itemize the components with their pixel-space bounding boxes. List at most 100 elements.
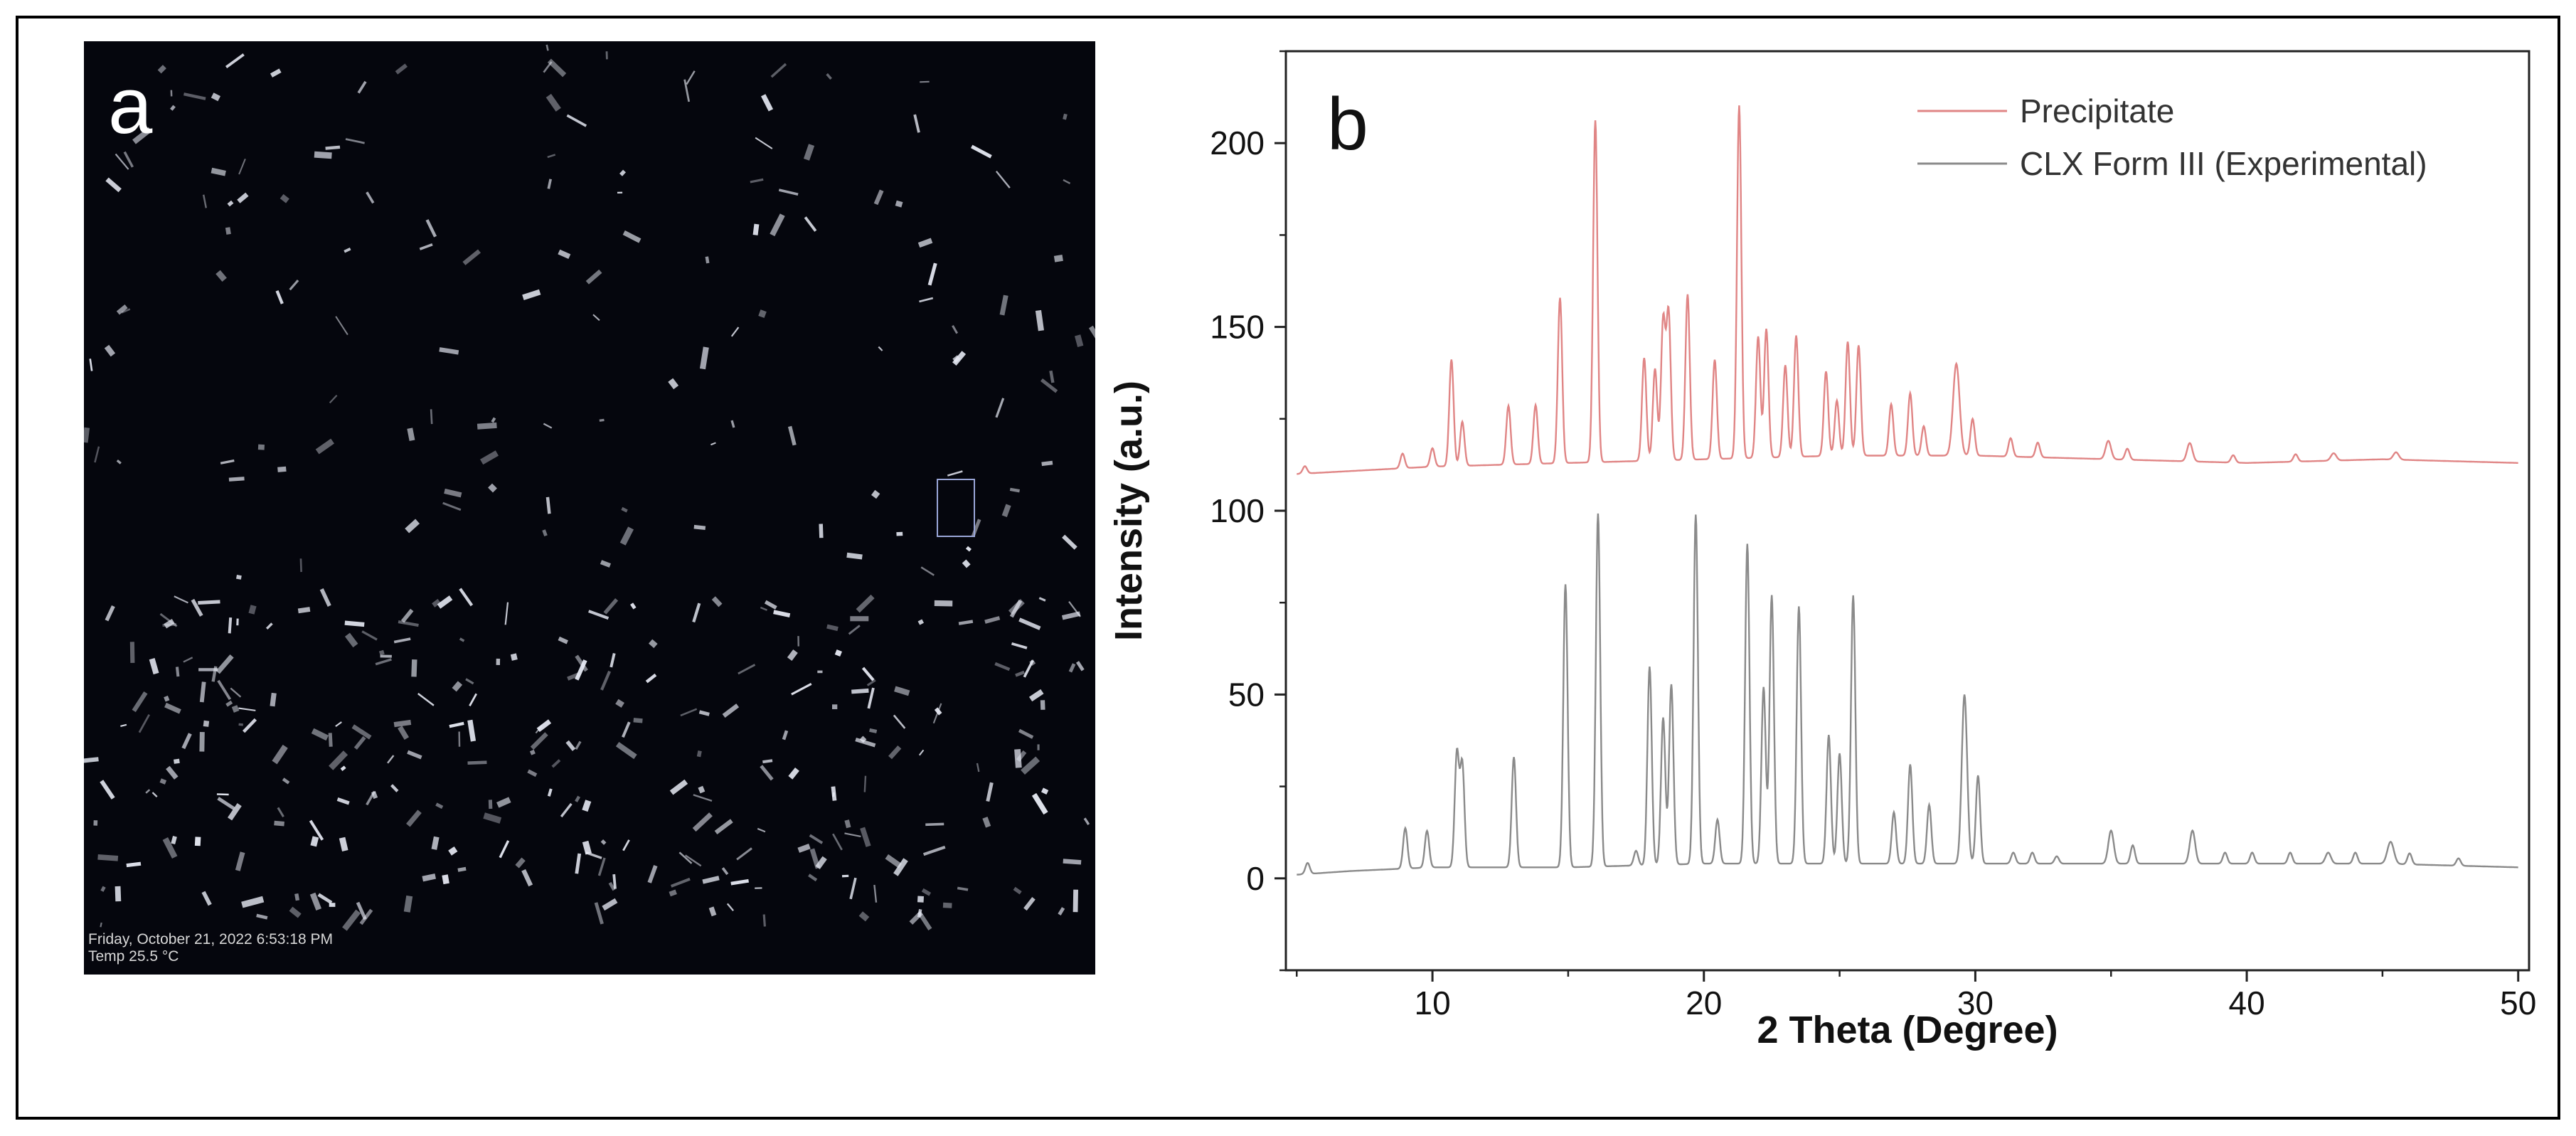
crystal-speck xyxy=(547,788,553,797)
crystal-speck xyxy=(622,839,630,851)
crystal-speck xyxy=(231,705,240,713)
crystal-speck xyxy=(1037,744,1040,750)
crystal-speck xyxy=(952,325,959,334)
crystal-speck xyxy=(430,409,433,425)
crystal-speck xyxy=(1009,487,1020,493)
crystal-speck xyxy=(105,177,122,193)
crystal-speck xyxy=(873,884,878,903)
crystal-speck xyxy=(730,420,735,428)
crystal-speck xyxy=(145,789,151,794)
crystal-speck xyxy=(120,723,127,728)
crystal-speck xyxy=(149,658,159,675)
crystal-speck xyxy=(560,802,573,818)
crystal-speck xyxy=(164,695,170,702)
crystal-speck xyxy=(819,524,824,538)
crystal-speck xyxy=(1075,661,1085,671)
crystal-speck xyxy=(228,477,245,482)
crystal-speck xyxy=(467,719,477,742)
crystal-speck xyxy=(393,637,411,644)
crystal-speck xyxy=(411,659,417,677)
crystal-speck xyxy=(603,598,619,615)
crystal-speck xyxy=(726,903,734,912)
crystal-speck xyxy=(858,911,870,922)
crystal-speck xyxy=(198,600,220,605)
crystal-speck xyxy=(166,765,179,780)
crystal-speck xyxy=(378,649,385,656)
crystal-speck xyxy=(115,886,122,902)
crystal-speck xyxy=(174,595,188,604)
crystal-speck xyxy=(199,681,206,703)
crystal-speck xyxy=(442,501,462,511)
crystal-speck xyxy=(238,158,246,175)
crystal-speck xyxy=(770,63,787,78)
crystal-speck xyxy=(692,812,713,832)
crystal-speck xyxy=(215,654,234,674)
crystal-speck xyxy=(437,595,453,609)
crystal-speck xyxy=(480,450,499,465)
crystal-speck xyxy=(458,731,461,747)
crystal-speck xyxy=(965,546,972,552)
crystal-speck xyxy=(121,308,131,314)
crystal-speck xyxy=(89,359,93,371)
crystal-speck xyxy=(344,620,365,627)
crystal-speck xyxy=(270,68,282,78)
crystal-speck xyxy=(359,908,373,925)
crystal-speck xyxy=(599,418,605,422)
crystal-speck xyxy=(84,757,99,763)
crystal-speck xyxy=(256,913,268,920)
crystal-speck xyxy=(496,797,511,808)
crystal-speck xyxy=(309,892,322,911)
crystal-speck xyxy=(522,289,541,301)
series-line-clx-form-iii xyxy=(1297,513,2518,876)
crystal-speck xyxy=(351,724,372,740)
crystal-speck xyxy=(815,856,827,870)
crystal-speck xyxy=(762,759,773,764)
crystal-speck xyxy=(984,616,1001,624)
crystal-speck xyxy=(1038,597,1046,602)
crystal-speck xyxy=(201,891,212,906)
crystal-speck xyxy=(203,720,210,727)
crystal-speck xyxy=(894,686,910,696)
crystal-speck xyxy=(315,438,335,455)
crystal-speck xyxy=(612,874,617,889)
crystal-speck xyxy=(791,682,812,696)
crystal-speck xyxy=(345,138,365,144)
crystal-speck xyxy=(809,834,824,844)
crystal-speck xyxy=(873,189,884,206)
crystal-speck xyxy=(885,854,903,869)
crystal-speck xyxy=(925,822,944,827)
crystal-field xyxy=(84,44,1095,931)
crystal-speck xyxy=(241,896,265,908)
crystal-speck xyxy=(619,169,627,176)
crystal-speck xyxy=(1041,460,1053,467)
crystal-speck xyxy=(600,839,607,845)
crystal-speck xyxy=(469,693,477,706)
crystal-speck xyxy=(543,423,553,429)
crystal-speck xyxy=(1063,179,1071,184)
crystal-speck xyxy=(425,219,437,238)
crystal-speck xyxy=(294,893,300,901)
crystal-speck xyxy=(1018,728,1034,739)
crystal-speck xyxy=(917,238,933,248)
crystal-speck xyxy=(917,908,922,918)
crystal-speck xyxy=(917,619,924,625)
crystal-speck xyxy=(400,608,414,623)
crystal-speck xyxy=(138,713,150,733)
crystal-speck xyxy=(841,874,849,878)
crystal-speck xyxy=(730,878,749,886)
crystal-speck xyxy=(615,742,637,760)
crystal-speck xyxy=(335,316,348,336)
crystal-speck xyxy=(236,618,239,626)
crystal-speck xyxy=(215,270,227,282)
crystal-speck xyxy=(600,670,612,691)
crystal-speck xyxy=(558,249,571,260)
crystal-speck xyxy=(361,630,378,641)
crystal-speck xyxy=(545,44,549,51)
crystal-speck xyxy=(698,710,710,716)
crystal-speck xyxy=(597,857,606,876)
crystal-speck xyxy=(575,795,580,802)
crystal-speck xyxy=(483,812,502,824)
crystal-speck xyxy=(105,605,115,622)
crystal-speck xyxy=(309,819,324,841)
crystal-speck xyxy=(542,529,548,537)
